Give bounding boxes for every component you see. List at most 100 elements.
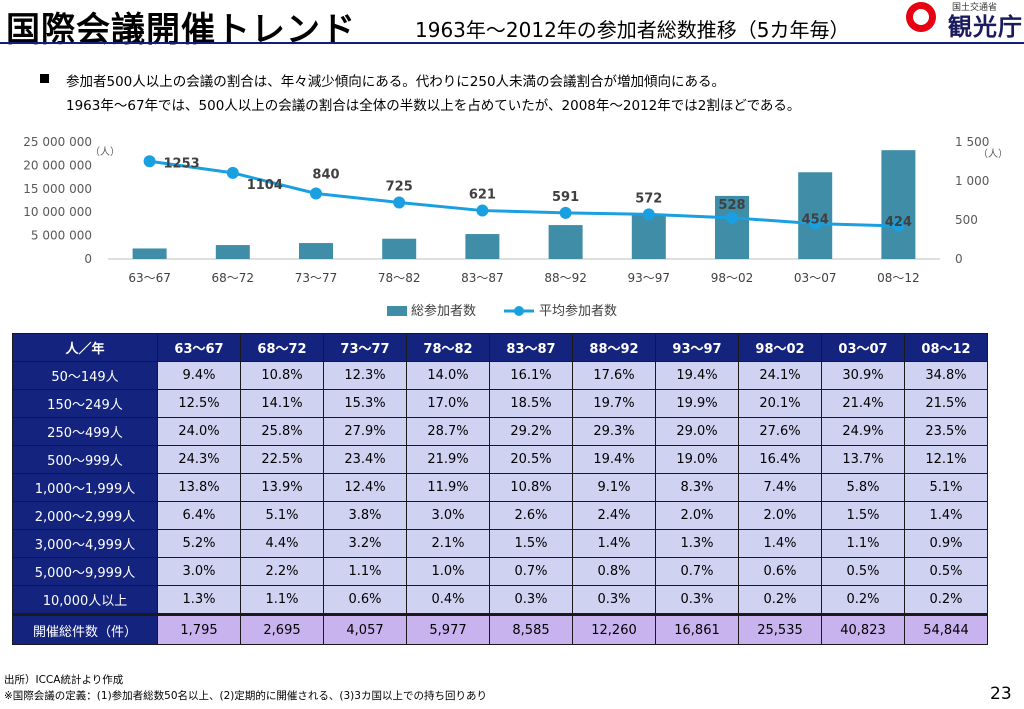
table-cell: 30.9% bbox=[821, 361, 905, 390]
table-cell: 0.7% bbox=[489, 557, 573, 586]
total-cell: 12,260 bbox=[572, 613, 656, 645]
table-cell: 4.4% bbox=[240, 529, 324, 558]
table-cell: 0.4% bbox=[406, 585, 490, 615]
table-cell: 1.4% bbox=[738, 529, 822, 558]
table-cell: 0.9% bbox=[904, 529, 988, 558]
average-point bbox=[393, 196, 406, 209]
table-cell: 24.3% bbox=[157, 445, 241, 474]
table-cell: 0.2% bbox=[738, 585, 822, 615]
table-cell: 23.5% bbox=[904, 417, 988, 446]
bar-total-participants bbox=[132, 248, 167, 259]
table-cell: 19.4% bbox=[655, 361, 739, 390]
average-point bbox=[726, 211, 738, 224]
bar-total-participants bbox=[215, 245, 250, 259]
table-cell: 0.5% bbox=[904, 557, 988, 586]
legend-bar-label: 総参加者数 bbox=[411, 303, 476, 319]
total-cell: 25,535 bbox=[738, 613, 822, 645]
right-axis-tick-label: 1 000 bbox=[955, 174, 989, 188]
total-cell: 5,977 bbox=[406, 613, 490, 645]
table-cell: 24.9% bbox=[821, 417, 905, 446]
column-header: 83～87 bbox=[489, 333, 573, 362]
left-axis-tick-label: 0 bbox=[84, 252, 92, 266]
bullet-square-icon bbox=[40, 74, 49, 83]
table-cell: 0.2% bbox=[904, 585, 988, 615]
row-label: 500～999人 bbox=[12, 445, 158, 474]
left-axis-tick-label: 15 000 000 bbox=[23, 182, 92, 196]
table-cell: 28.7% bbox=[406, 417, 490, 446]
table-cell: 1.5% bbox=[821, 501, 905, 530]
column-header: 68～72 bbox=[240, 333, 324, 362]
table-cell: 0.8% bbox=[572, 557, 656, 586]
table-cell: 0.5% bbox=[821, 557, 905, 586]
bar-total-participants bbox=[465, 234, 500, 259]
table-cell: 0.2% bbox=[821, 585, 905, 615]
logo-emblem-icon bbox=[906, 2, 936, 32]
average-data-label: 1104 bbox=[247, 178, 283, 193]
table-cell: 24.0% bbox=[157, 417, 241, 446]
table-cell: 0.3% bbox=[572, 585, 656, 615]
average-point bbox=[226, 166, 239, 179]
table-cell: 5.8% bbox=[821, 473, 905, 502]
table-cell: 13.9% bbox=[240, 473, 324, 502]
table-cell: 12.4% bbox=[323, 473, 407, 502]
x-axis-tick-label: 68～72 bbox=[212, 271, 255, 285]
table-cell: 5.1% bbox=[904, 473, 988, 502]
table-cell: 24.1% bbox=[738, 361, 822, 390]
row-label: 5,000～9,999人 bbox=[12, 557, 158, 586]
row-label: 10,000人以上 bbox=[12, 585, 158, 615]
column-header: 88～92 bbox=[572, 333, 656, 362]
x-axis-tick-label: 83～87 bbox=[461, 271, 504, 285]
left-axis-unit: （人） bbox=[90, 146, 120, 158]
column-header: 98～02 bbox=[738, 333, 822, 362]
total-cell: 4,057 bbox=[323, 613, 407, 645]
table-cell: 18.5% bbox=[489, 389, 573, 418]
table-cell: 1.3% bbox=[157, 585, 241, 615]
table-cell: 13.7% bbox=[821, 445, 905, 474]
row-label: 2,000～2,999人 bbox=[12, 501, 158, 530]
table-cell: 2.1% bbox=[406, 529, 490, 558]
column-header: 73～77 bbox=[323, 333, 407, 362]
average-data-label: 528 bbox=[718, 198, 745, 213]
agency-logo: 国土交通省 観光庁 bbox=[906, 0, 1022, 41]
table-cell: 27.9% bbox=[323, 417, 407, 446]
average-point bbox=[559, 206, 572, 219]
table-cell: 0.7% bbox=[655, 557, 739, 586]
table-cell: 1.5% bbox=[489, 529, 573, 558]
x-axis-tick-label: 08～12 bbox=[877, 271, 920, 285]
bar-total-participants bbox=[715, 195, 749, 259]
left-axis-tick-label: 5 000 000 bbox=[31, 229, 92, 243]
table-cell: 12.5% bbox=[157, 389, 241, 418]
x-axis-tick-label: 93～97 bbox=[628, 271, 671, 285]
average-point bbox=[642, 208, 655, 221]
table-cell: 8.3% bbox=[655, 473, 739, 502]
table-cell: 19.0% bbox=[655, 445, 739, 474]
table-cell: 2.6% bbox=[489, 501, 573, 530]
table-row: 10,000人以上 1.3% 1.1% 0.6% 0.4% 0.3% 0.3% 0.3% 0.2… bbox=[12, 585, 988, 615]
x-axis-tick-label: 78～82 bbox=[378, 271, 421, 285]
average-data-label: 591 bbox=[552, 190, 579, 205]
table-cell: 19.4% bbox=[572, 445, 656, 474]
right-axis-unit: （人） bbox=[978, 148, 1008, 160]
right-axis-tick-label: 1 500 bbox=[955, 135, 989, 149]
legend-line-label: 平均参加者数 bbox=[539, 303, 617, 319]
table-cell: 21.5% bbox=[904, 389, 988, 418]
left-axis-tick-label: 20 000 000 bbox=[23, 158, 92, 172]
bar-total-participants bbox=[631, 213, 666, 259]
table-cell: 3.8% bbox=[323, 501, 407, 530]
bar-total-participants bbox=[382, 238, 417, 259]
page-subtitle: 1963年～2012年の参加者総数推移（5カ年毎） bbox=[415, 18, 850, 42]
x-axis-tick-label: 63～67 bbox=[128, 271, 171, 285]
table-row: 250～499人 24.0% 25.8% 27.9% 28.7% 29.2% 29.3% 29… bbox=[12, 417, 988, 446]
legend-bar-swatch bbox=[387, 306, 407, 316]
left-axis-tick-label: 10 000 000 bbox=[23, 205, 92, 219]
row-label: 150～249人 bbox=[12, 389, 158, 418]
average-data-label: 725 bbox=[386, 179, 413, 194]
column-header: 08～12 bbox=[904, 333, 988, 362]
table-cell: 7.4% bbox=[738, 473, 822, 502]
x-axis-tick-label: 98～02 bbox=[711, 271, 754, 285]
column-header: 03～07 bbox=[821, 333, 905, 362]
table-cell: 12.1% bbox=[904, 445, 988, 474]
table-cell: 6.4% bbox=[157, 501, 241, 530]
table-row: 2,000～2,999人 6.4% 5.1% 3.8% 3.0% 2.6% 2.4% 2.0%… bbox=[12, 501, 988, 530]
column-header: 78～82 bbox=[406, 333, 490, 362]
